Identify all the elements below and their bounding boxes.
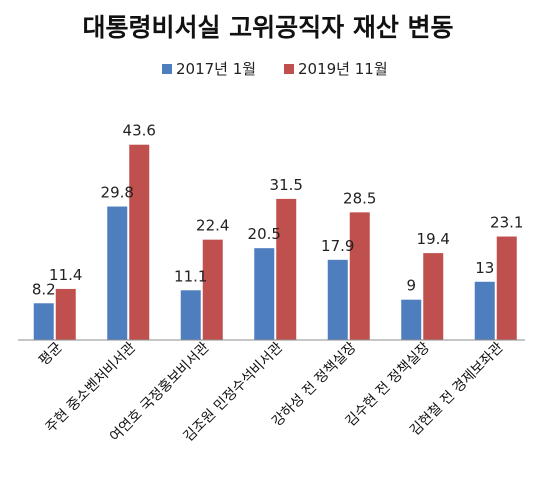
bar-2-7 — [496, 236, 517, 340]
data-label-1-1: 8.2 — [32, 280, 56, 298]
x-tick-label-1: 평균 — [36, 339, 66, 369]
bar-1-6 — [401, 299, 422, 340]
bar-2-1 — [55, 288, 76, 340]
legend: 2017년 1월 2019년 11월 — [162, 60, 388, 78]
legend-swatch-1 — [162, 64, 172, 74]
data-label-2-4: 31.5 — [270, 176, 303, 194]
data-label-1-4: 20.5 — [248, 225, 281, 243]
data-labels: 8.211.4 29.8 43.6 11.1 22.4 20.5 31.5 17.9 28.5 9… — [32, 122, 524, 299]
bar-1-7 — [474, 281, 495, 340]
data-label-1-5: 17.9 — [321, 237, 354, 255]
bar-2-5 — [349, 212, 370, 340]
legend-label-1: 2017년 1월 — [176, 60, 256, 78]
bar-1-1 — [33, 303, 54, 340]
bar-1-4 — [254, 248, 275, 340]
chart-title: 대통령비서실 고위공직자 재산 변동 — [82, 13, 453, 42]
bar-1-2 — [107, 206, 128, 340]
data-label-1-3: 11.1 — [174, 267, 207, 285]
data-label-2-2: 43.6 — [123, 122, 156, 140]
data-label-2-1: 11.4 — [49, 266, 82, 284]
bar-2-4 — [276, 198, 297, 340]
data-label-2-7: 23.1 — [490, 214, 523, 232]
bar-2-6 — [423, 253, 444, 340]
legend-label-2: 2019년 11월 — [298, 60, 388, 78]
bar-2-2 — [129, 144, 150, 340]
data-label-2-6: 19.4 — [417, 230, 450, 248]
bar-1-5 — [327, 259, 348, 340]
data-label-2-5: 28.5 — [343, 189, 376, 207]
legend-swatch-2 — [284, 64, 294, 74]
bar-2-3 — [202, 239, 223, 340]
data-label-2-3: 22.4 — [196, 217, 229, 235]
data-label-1-2: 29.8 — [101, 184, 134, 202]
bars — [33, 144, 517, 340]
data-label-1-6: 9 — [406, 277, 416, 295]
data-label-1-7: 13 — [475, 259, 494, 277]
bar-1-3 — [180, 290, 201, 340]
